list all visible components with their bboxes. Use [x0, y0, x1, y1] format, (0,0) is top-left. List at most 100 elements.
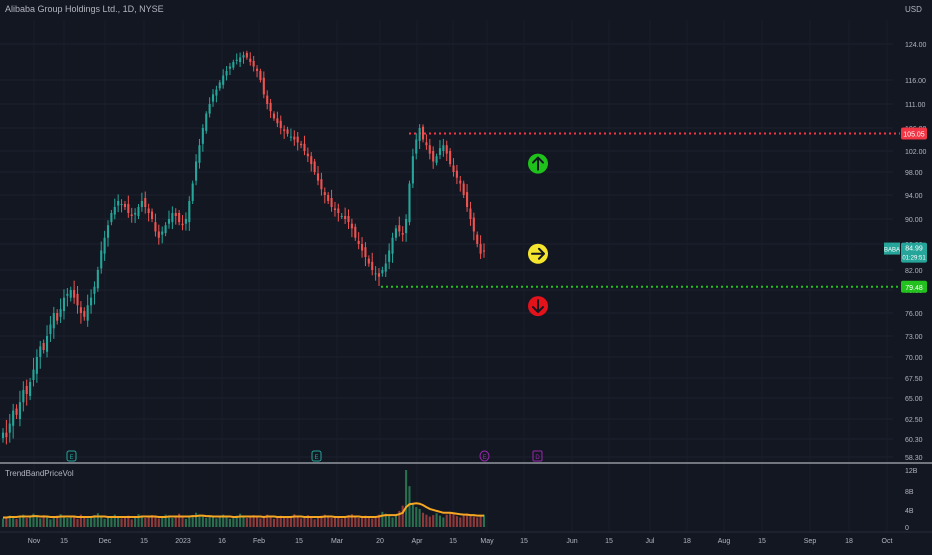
candle-body	[408, 183, 411, 223]
volume-bar	[401, 505, 404, 527]
arrow-down-icon	[528, 296, 548, 317]
current-price-label: 84.99	[905, 246, 923, 253]
volume-bar	[354, 517, 357, 527]
volume-bar	[269, 516, 272, 527]
volume-bar	[96, 513, 99, 527]
candle-body	[452, 165, 455, 172]
candle-body	[405, 219, 408, 234]
candle-body	[154, 222, 157, 232]
time-axis[interactable]: Nov 15 Dec 15 2023 16 Feb 15 Mar 20 Apr 15 May 15 Jun 1…	[28, 538, 893, 545]
time-tick-label: Feb	[253, 538, 265, 545]
candle-body	[388, 250, 391, 262]
dividend-badge	[532, 450, 543, 462]
volume-bar	[438, 515, 442, 527]
signal-arrows	[528, 153, 548, 317]
volume-bar	[259, 518, 262, 527]
volume-bar	[445, 514, 448, 527]
volume-bar	[76, 518, 79, 527]
volume-series	[1, 470, 486, 527]
ticker-tag-label: BABA	[884, 248, 900, 254]
candle-body	[29, 382, 32, 396]
candle-body	[279, 120, 282, 128]
candle-body	[303, 143, 306, 151]
candle-body	[421, 126, 425, 140]
candle-body	[364, 247, 367, 257]
candle-body	[184, 219, 187, 224]
volume-axis[interactable]: 12B 8B 4B 0	[905, 468, 918, 532]
candle-body	[113, 207, 116, 215]
candle-body	[232, 62, 235, 68]
candle-body	[371, 261, 374, 270]
candle-body	[323, 192, 326, 195]
candle-body	[239, 57, 242, 62]
volume-bar	[408, 486, 411, 527]
volume-bar	[178, 513, 181, 527]
candle-body	[56, 313, 59, 321]
candle-body	[337, 208, 340, 213]
price-tick-label: 60.30	[905, 437, 923, 444]
candle-body	[269, 102, 272, 112]
support-resistance-levels	[381, 132, 900, 288]
candle-body	[225, 71, 228, 76]
candle-body	[432, 151, 435, 162]
volume-bar	[449, 512, 452, 527]
candle-body	[357, 240, 360, 244]
indicator-title[interactable]: TrendBandPriceVol	[5, 469, 74, 478]
volume-bar	[86, 518, 89, 527]
earnings-badge	[311, 450, 322, 462]
candle-body	[174, 213, 177, 216]
candle-body	[39, 346, 42, 357]
volume-tick-label: 12B	[905, 468, 918, 475]
time-tick-label: 15	[520, 538, 528, 545]
candle-body	[90, 297, 93, 306]
candle-body	[35, 357, 38, 374]
price-axis[interactable]: 124.00116.00111.00106.00102.0098.0094.00…	[905, 42, 927, 462]
volume-bar	[174, 517, 177, 527]
volume-bar	[198, 514, 201, 527]
volume-bar	[333, 516, 337, 527]
candle-body	[195, 161, 198, 181]
candle-body	[62, 297, 66, 312]
candle-body	[384, 263, 387, 272]
candle-body	[147, 208, 150, 213]
volume-bar	[73, 517, 76, 527]
candle-body	[164, 225, 167, 234]
volume-bar	[394, 514, 397, 527]
volume-tick-label: 8B	[905, 489, 914, 496]
volume-bar	[171, 517, 174, 527]
volume-bar	[300, 518, 303, 527]
volume-bar	[391, 517, 394, 527]
bar-countdown-label: 01:29:51	[902, 256, 926, 262]
volume-bar	[90, 517, 93, 527]
volume-bar	[472, 516, 475, 527]
time-tick-label: 15	[449, 538, 457, 545]
volume-bar	[181, 516, 184, 527]
candle-body	[445, 145, 448, 154]
time-tick-label: 20	[376, 538, 384, 545]
candle-body	[479, 244, 482, 254]
volume-bar	[191, 515, 194, 527]
volume-bar	[83, 516, 86, 527]
candle-body	[42, 343, 45, 350]
volume-bar	[432, 515, 435, 527]
candle-body	[255, 68, 259, 71]
candle-body	[344, 216, 347, 219]
candle-body	[459, 180, 462, 184]
candle-body	[442, 145, 445, 151]
candle-body	[455, 170, 458, 178]
volume-bar	[384, 513, 387, 527]
candle-body	[211, 94, 215, 102]
time-tick-label: Apr	[412, 538, 424, 545]
candle-body	[205, 113, 208, 131]
volume-bar	[113, 514, 116, 527]
candle-body	[83, 311, 86, 317]
time-tick-label: 15	[758, 538, 766, 545]
time-tick-label: 18	[683, 538, 691, 545]
volume-bar	[1, 518, 5, 527]
candle-body	[449, 151, 452, 165]
volume-bar	[466, 513, 469, 527]
support-tag	[901, 280, 927, 293]
candle-body	[191, 183, 194, 201]
time-tick-label: Jul	[646, 538, 655, 545]
